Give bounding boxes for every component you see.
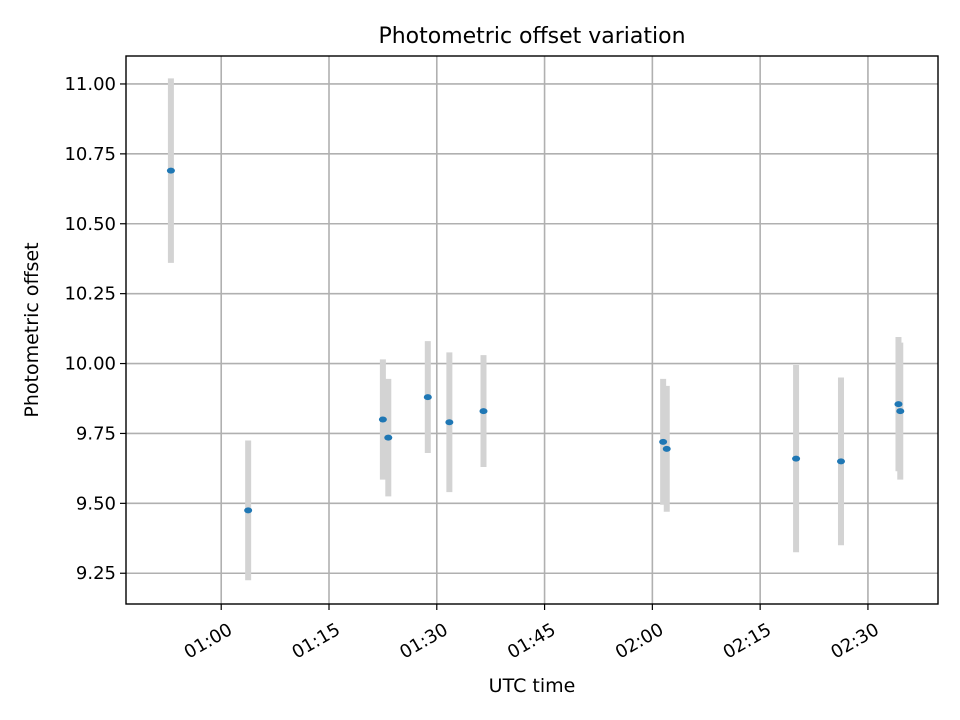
data-point [792,455,801,462]
y-tick-label: 10.75 [64,144,116,165]
y-tick-label: 10.25 [64,284,116,305]
y-tick-label: 9.75 [76,423,116,444]
plot-frame [125,55,939,605]
data-point [896,408,905,415]
data-point [166,167,175,174]
data-point [836,458,845,465]
y-tick-label: 10.50 [64,214,116,235]
data-point [384,434,393,441]
grid [126,56,938,604]
data-point [479,408,488,415]
data-points [166,167,905,514]
data-point [445,419,454,426]
data-point [662,445,671,452]
y-tick-label: 10.00 [64,354,116,375]
y-tick-label: 11.00 [64,74,116,95]
x-axis-label: UTC time [489,675,576,697]
data-point [378,416,387,423]
y-axis-label: Photometric offset [21,242,43,417]
chart-title: Photometric offset variation [378,24,685,49]
data-point [244,507,253,514]
data-point [894,401,903,408]
data-point [659,438,668,445]
y-tick-label: 9.25 [76,563,116,584]
data-point [423,394,432,401]
y-tick-label: 9.50 [76,493,116,514]
